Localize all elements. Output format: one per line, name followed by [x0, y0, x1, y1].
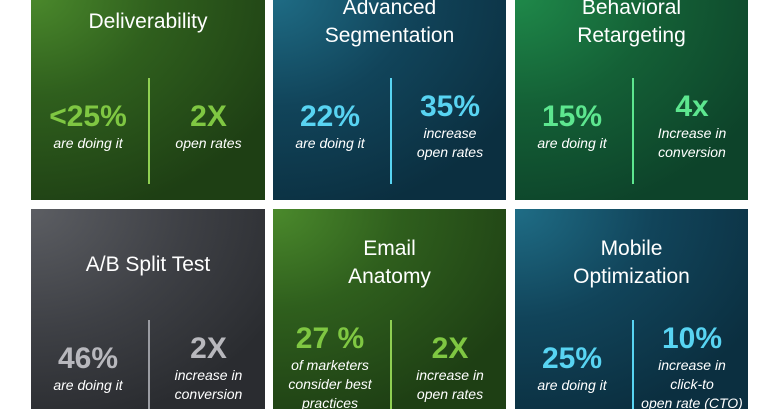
tile-title: Mobile Optimization	[515, 235, 748, 291]
stat-caption: conversion	[658, 144, 726, 160]
tile-deliverability: Deliverability <25% are doing it 2X open…	[31, 0, 265, 200]
stat-right: 35% increase open rates	[394, 90, 506, 162]
stat-left: 46% are doing it	[31, 342, 145, 395]
tile-title: A/B Split Test	[31, 251, 265, 279]
stat-caption: are doing it	[53, 377, 123, 393]
stat-value: 25%	[541, 342, 603, 375]
stat-left: 15% are doing it	[515, 100, 629, 153]
tile-title-line: Retargeting	[577, 24, 686, 47]
stat-right: 2X open rates	[152, 100, 265, 153]
stat-left: 25% are doing it	[515, 342, 629, 395]
stat-caption: increase in	[416, 367, 484, 383]
tile-title: Advanced Segmentation	[273, 0, 506, 50]
stat-caption: consider best	[288, 376, 372, 392]
tile-title-line: Advanced	[342, 0, 437, 19]
tile-title-line: A/B Split Test	[85, 253, 211, 276]
stat-right: 10% increase in click-to open rate (CTO)	[636, 322, 748, 409]
stat-caption: increase in	[658, 357, 726, 373]
stat-caption: increase	[423, 125, 477, 141]
stat-caption: are doing it	[53, 135, 123, 151]
tile-title-line: Email	[363, 237, 416, 260]
stat-caption: are doing it	[537, 377, 607, 393]
stat-caption: click-to	[670, 376, 714, 392]
stat-value: 35%	[419, 90, 481, 123]
tile-title-line: Behavioral	[581, 0, 682, 19]
stat-value: 2X	[190, 100, 227, 133]
stat-caption: are doing it	[537, 135, 607, 151]
tile-title-line: Deliverability	[88, 10, 208, 33]
stat-value: 22%	[299, 100, 361, 133]
stat-value: 15%	[541, 100, 603, 133]
stat-caption: open rates	[416, 386, 484, 402]
tile-email-anatomy: Email Anatomy 27 % of marketers consider…	[273, 209, 506, 409]
stat-caption: of marketers	[291, 357, 369, 373]
stat-value: 10%	[661, 322, 723, 355]
stat-caption: open rates	[175, 135, 242, 151]
stat-caption: open rates	[416, 144, 484, 160]
stat-caption: are doing it	[295, 135, 365, 151]
stat-divider	[148, 78, 150, 184]
tile-title: Deliverability	[31, 8, 265, 36]
tile-advanced-segmentation: Advanced Segmentation 22% are doing it 3…	[273, 0, 506, 200]
stat-caption: increase in	[174, 367, 243, 383]
tile-behavioral-retargeting: Behavioral Retargeting 15% are doing it …	[515, 0, 748, 200]
tile-title: Behavioral Retargeting	[515, 0, 748, 50]
tile-ab-split-test: A/B Split Test 46% are doing it 2X incre…	[31, 209, 265, 409]
stat-left: 22% are doing it	[273, 100, 387, 153]
stat-left: <25% are doing it	[31, 100, 145, 153]
stat-caption: conversion	[174, 386, 243, 402]
stat-divider	[390, 320, 392, 409]
stat-left: 27 % of marketers consider best practice…	[273, 322, 387, 409]
stat-divider	[632, 320, 634, 409]
stat-divider	[390, 78, 392, 184]
stat-right: 4x Increase in conversion	[636, 90, 748, 162]
tile-title: Email Anatomy	[273, 235, 506, 291]
stat-value: 27 %	[295, 322, 365, 355]
tile-title-line: Anatomy	[348, 265, 431, 288]
stat-divider	[632, 78, 634, 184]
stat-caption: Increase in	[657, 125, 727, 141]
stat-value: 2X	[431, 332, 469, 365]
stat-right: 2X increase in open rates	[394, 332, 506, 404]
stat-value: <25%	[49, 100, 127, 133]
stat-value: 2X	[190, 332, 227, 365]
tile-mobile-optimization: Mobile Optimization 25% are doing it 10%…	[515, 209, 748, 409]
stat-divider	[148, 320, 150, 409]
stat-value: 46%	[57, 342, 119, 375]
tile-title-line: Mobile	[600, 237, 663, 260]
tile-title-line: Optimization	[573, 265, 690, 288]
stat-value: 4x	[675, 90, 709, 123]
stat-right: 2X increase in conversion	[152, 332, 265, 404]
tile-title-line: Segmentation	[324, 24, 455, 47]
